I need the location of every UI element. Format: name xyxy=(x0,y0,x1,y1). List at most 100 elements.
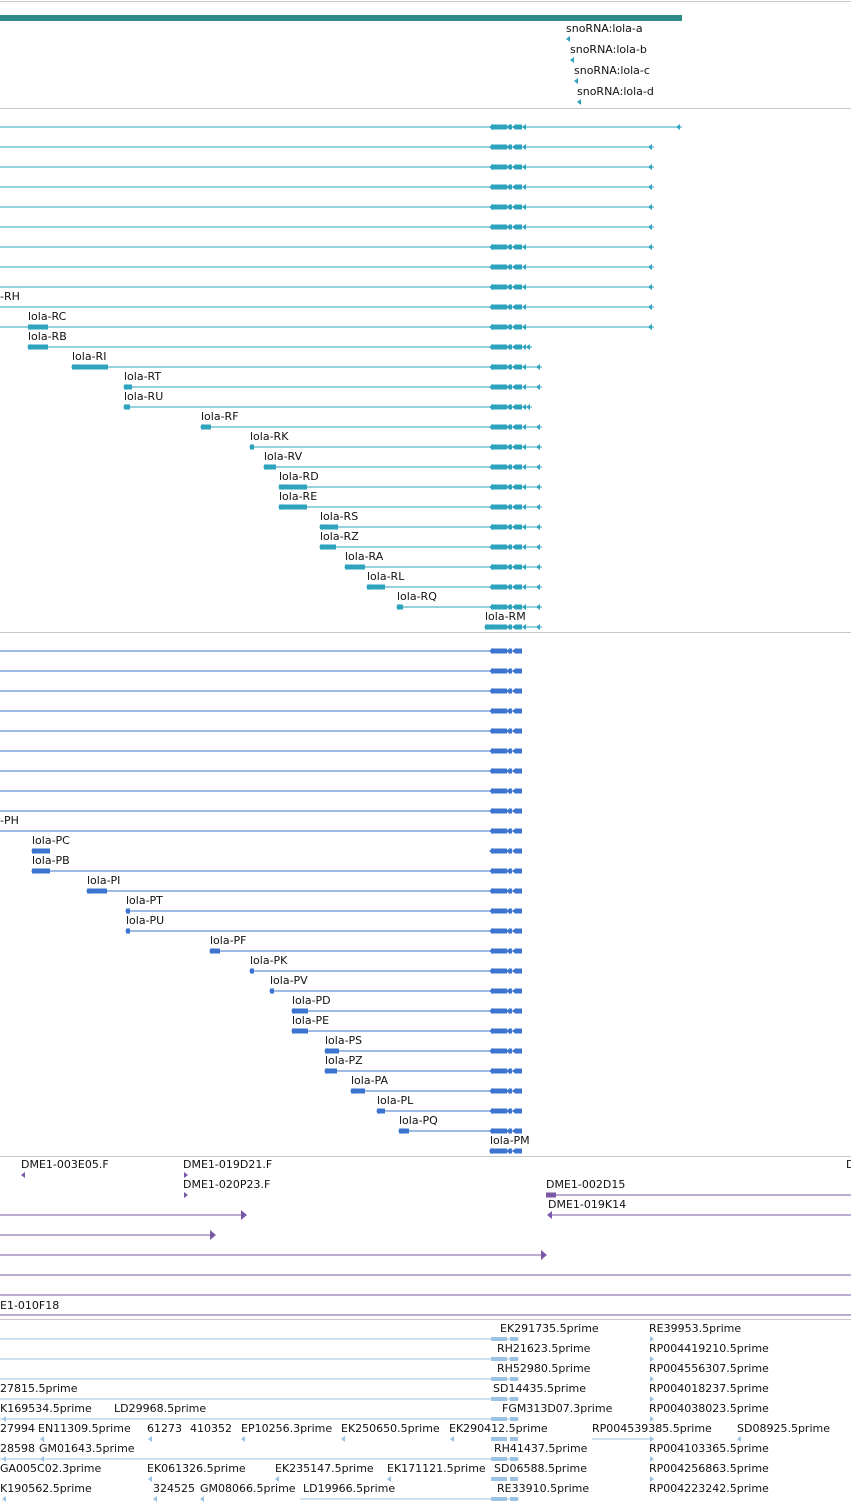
exon-block xyxy=(491,264,507,270)
protein-5prime-block xyxy=(87,888,107,894)
est-label: EP10256.3prime xyxy=(241,1422,332,1435)
transcript-5prime-block xyxy=(367,584,385,590)
exon-arrow xyxy=(522,344,526,350)
exon-arrow xyxy=(512,968,516,974)
clone-arrow xyxy=(541,1250,547,1260)
exon-arrow xyxy=(506,788,510,794)
exon-block xyxy=(491,564,507,570)
exon-block xyxy=(491,504,507,510)
exon-block xyxy=(516,544,522,550)
exon-arrow xyxy=(512,544,516,550)
transcript-start-arrow xyxy=(648,204,652,210)
protein-label: lola-PD xyxy=(292,994,331,1007)
protein-5prime-block xyxy=(292,1008,308,1014)
clone-arrow xyxy=(241,1210,247,1220)
exon-block xyxy=(491,828,507,834)
transcript-start-arrow xyxy=(123,384,127,390)
exon-block xyxy=(491,604,507,610)
exon-arrow xyxy=(512,908,516,914)
transcript-start-arrow xyxy=(319,524,323,530)
exon-arrow xyxy=(506,728,510,734)
clone-arrow xyxy=(184,1172,188,1178)
transcript-start-arrow xyxy=(366,584,370,590)
exon-arrow xyxy=(489,788,493,794)
exon-block xyxy=(509,928,512,934)
est-label: EK061326.5prime xyxy=(147,1462,246,1475)
exon-block xyxy=(491,748,507,754)
exon-arrow xyxy=(522,544,526,550)
exon-arrow xyxy=(489,164,493,170)
exon-arrow xyxy=(512,364,516,370)
protein-label: lola-PV xyxy=(270,974,308,987)
est-arrow xyxy=(650,1456,654,1462)
est-label: RE39953.5prime xyxy=(649,1322,741,1335)
exon-arrow xyxy=(489,584,493,590)
est-label: SD14435.5prime xyxy=(493,1382,586,1395)
exon-arrow xyxy=(506,868,510,874)
protein-5prime-block xyxy=(325,1068,337,1074)
protein-label: lola-PM xyxy=(490,1134,530,1147)
est-label: 410352 xyxy=(190,1422,232,1435)
transcript-start-arrow xyxy=(27,344,31,350)
protein-start-arrow xyxy=(398,1128,402,1134)
est-label: K169534.5prime xyxy=(0,1402,92,1415)
exon-block xyxy=(509,464,512,470)
exon-arrow xyxy=(522,424,526,430)
exon-arrow xyxy=(506,648,510,654)
exon-arrow xyxy=(489,668,493,674)
exon-block xyxy=(509,364,512,370)
transcript-start-arrow xyxy=(263,464,267,470)
clone-label: DME1-020P23.F xyxy=(183,1178,270,1191)
exon-block xyxy=(491,304,507,310)
exon-arrow xyxy=(489,1028,493,1034)
exon-arrow xyxy=(489,1148,493,1154)
est-arrow xyxy=(650,1416,654,1422)
clone-arrow xyxy=(21,1172,25,1178)
transcript-start-arrow xyxy=(71,364,75,370)
exon-arrow xyxy=(506,324,510,330)
protein-label: lola-PZ xyxy=(325,1054,363,1067)
exon-block xyxy=(491,1108,507,1114)
exon-arrow xyxy=(522,204,526,210)
protein-5prime-block xyxy=(325,1048,339,1054)
exon-arrow xyxy=(506,1088,510,1094)
transcript-5prime-block xyxy=(28,324,48,330)
transcript-end-arrow xyxy=(536,424,540,430)
exon-arrow xyxy=(489,124,493,130)
transcript-start-arrow xyxy=(648,264,652,270)
exon-block xyxy=(509,624,512,630)
exon-arrow xyxy=(506,464,510,470)
transcript-end-arrow xyxy=(526,404,530,410)
est-arrow xyxy=(200,1496,204,1502)
exon-arrow xyxy=(512,728,516,734)
transcript-5prime-block xyxy=(201,424,211,430)
exon-arrow xyxy=(512,324,516,330)
exon-arrow xyxy=(522,144,526,150)
exon-arrow xyxy=(489,768,493,774)
est-label: GM08066.5prime xyxy=(200,1482,296,1495)
est-arrow xyxy=(737,1436,741,1442)
protein-label: lola-PT xyxy=(126,894,163,907)
est-block xyxy=(510,1377,518,1381)
exon-block xyxy=(491,524,507,530)
protein-5prime-block xyxy=(399,1128,409,1134)
transcript-label: lola-RE xyxy=(279,490,317,503)
protein-start-arrow xyxy=(291,1008,295,1014)
exon-arrow xyxy=(506,988,510,994)
exon-block xyxy=(509,808,512,814)
est-block xyxy=(510,1417,518,1421)
exon-arrow xyxy=(489,464,493,470)
exon-block xyxy=(516,364,522,370)
feature-labels: snoRNA:lola-a snoRNA:lola-b snoRNA:lola-c s… xyxy=(0,22,851,1495)
est-arrow xyxy=(650,1436,654,1442)
exon-arrow xyxy=(522,504,526,510)
exon-block xyxy=(509,444,512,450)
clone-block xyxy=(546,1192,556,1198)
transcript-start-arrow xyxy=(648,184,652,190)
clone-label: E1-010F18 xyxy=(0,1299,59,1312)
est-label: GM01643.5prime xyxy=(39,1442,135,1455)
protein-start-arrow xyxy=(86,888,90,894)
est-arrow xyxy=(241,1436,245,1442)
exon-arrow xyxy=(506,584,510,590)
transcript-end-arrow xyxy=(526,344,530,350)
